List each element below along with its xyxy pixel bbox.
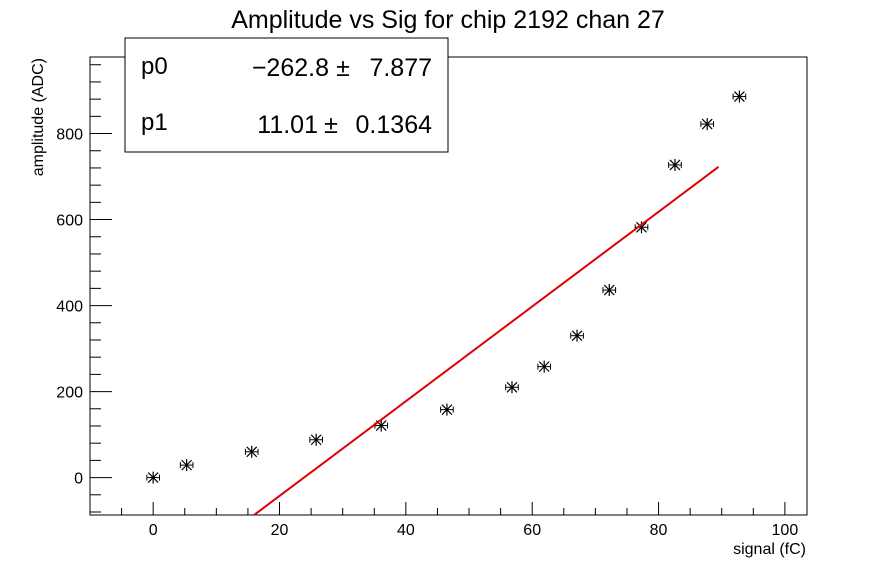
x-tick-label: 60 xyxy=(523,522,541,539)
x-tick-label: 100 xyxy=(772,522,799,539)
stats-p0-value: −262.8 xyxy=(252,54,329,82)
data-point xyxy=(505,381,519,394)
y-tick-label: 400 xyxy=(56,299,83,316)
y-axis-label: amplitude (ADC) xyxy=(30,58,47,176)
stats-box-frame xyxy=(124,37,449,153)
stats-p1-pm: ± xyxy=(324,111,338,139)
y-tick-label: 200 xyxy=(56,385,83,402)
fit-line xyxy=(253,166,720,516)
stats-p0-error: 7.877 xyxy=(369,54,432,82)
stats-p1-error: 0.1364 xyxy=(356,111,433,139)
data-point xyxy=(440,403,454,416)
data-point xyxy=(700,118,715,131)
data-point xyxy=(309,433,323,446)
y-tick-label: 800 xyxy=(56,127,83,144)
data-point xyxy=(244,445,259,458)
stats-p1-name: p1 xyxy=(141,109,168,136)
data-point xyxy=(374,419,389,432)
x-tick-label: 0 xyxy=(149,522,158,539)
y-tick-label: 0 xyxy=(74,471,83,488)
x-tick-label: 40 xyxy=(397,522,415,539)
stats-p1-value: 11.01 xyxy=(257,111,318,139)
data-point xyxy=(537,360,552,373)
stats-p0-pm: ± xyxy=(336,54,350,82)
data-point xyxy=(602,284,617,297)
data-point xyxy=(732,90,747,103)
data-point xyxy=(146,471,160,484)
data-point xyxy=(634,221,649,234)
data-point xyxy=(570,329,584,342)
chart-title: Amplitude vs Sig for chip 2192 chan 27 xyxy=(231,6,665,34)
data-point xyxy=(179,459,194,472)
y-tick-label: 600 xyxy=(56,213,83,230)
data-point xyxy=(668,158,682,171)
x-tick-label: 80 xyxy=(650,522,668,539)
x-axis: 0 20 40 60 80 100 xyxy=(89,502,799,539)
stats-p0-name: p0 xyxy=(141,53,168,80)
stats-box: p0 −262.8 ± 7.877 p1 11.01 ± 0.1364 xyxy=(124,37,449,153)
y-axis: 0 200 400 600 800 xyxy=(56,64,112,513)
data-points xyxy=(146,90,747,484)
x-tick-label: 20 xyxy=(271,522,289,539)
x-axis-label: signal (fC) xyxy=(733,541,806,558)
